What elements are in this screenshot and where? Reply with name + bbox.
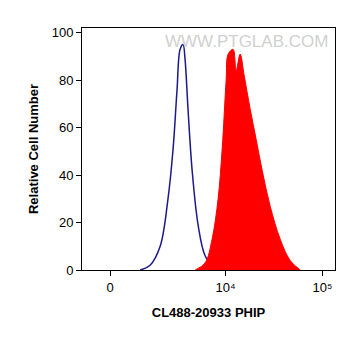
svg-text:Relative Cell Number: Relative Cell Number xyxy=(26,84,41,214)
svg-text:WWW.PTGLAB.COM: WWW.PTGLAB.COM xyxy=(165,32,328,51)
svg-text:0: 0 xyxy=(106,280,113,295)
svg-text:80: 80 xyxy=(59,73,73,88)
svg-text:20: 20 xyxy=(59,215,73,230)
svg-text:10⁴: 10⁴ xyxy=(215,280,235,295)
svg-text:100: 100 xyxy=(52,25,74,40)
svg-text:10⁵: 10⁵ xyxy=(312,280,332,295)
svg-text:CL488-20933 PHIP: CL488-20933 PHIP xyxy=(152,305,266,320)
svg-text:40: 40 xyxy=(59,168,73,183)
svg-text:60: 60 xyxy=(59,120,73,135)
svg-text:0: 0 xyxy=(66,263,73,278)
